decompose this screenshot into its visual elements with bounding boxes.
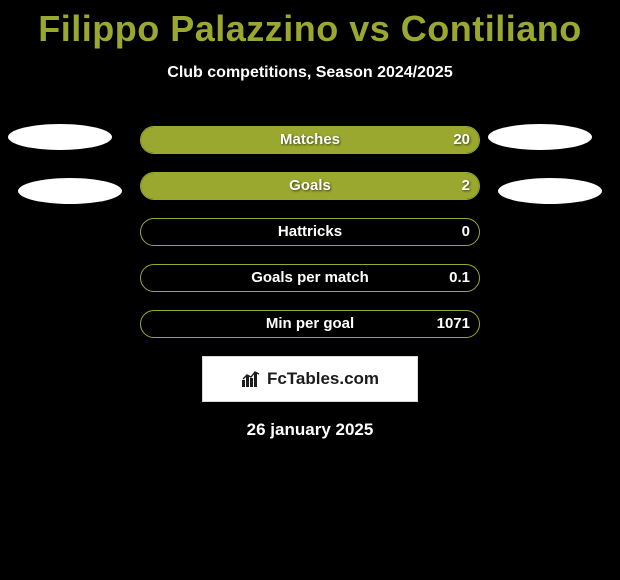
bar-row: Min per goal1071 bbox=[0, 310, 620, 338]
bar-track bbox=[140, 310, 480, 338]
date-text: 26 january 2025 bbox=[0, 420, 620, 440]
bar-track bbox=[140, 264, 480, 292]
bar-track bbox=[140, 172, 480, 200]
left-ellipse bbox=[18, 178, 122, 204]
bar-fill bbox=[141, 127, 479, 153]
bar-row: Goals per match0.1 bbox=[0, 264, 620, 292]
right-ellipse bbox=[498, 178, 602, 204]
subtitle: Club competitions, Season 2024/2025 bbox=[0, 64, 620, 82]
right-ellipse bbox=[488, 124, 592, 150]
bar-row: Hattricks0 bbox=[0, 218, 620, 246]
page-title: Filippo Palazzino vs Contiliano bbox=[0, 0, 620, 50]
bar-track bbox=[140, 126, 480, 154]
logo-text: FcTables.com bbox=[267, 369, 379, 389]
bar-fill bbox=[141, 173, 479, 199]
bar-track bbox=[140, 218, 480, 246]
bar-chart: Matches20Goals2Hattricks0Goals per match… bbox=[0, 126, 620, 338]
chart-icon bbox=[241, 370, 261, 388]
left-ellipse bbox=[8, 124, 112, 150]
logo-badge: FcTables.com bbox=[202, 356, 418, 402]
